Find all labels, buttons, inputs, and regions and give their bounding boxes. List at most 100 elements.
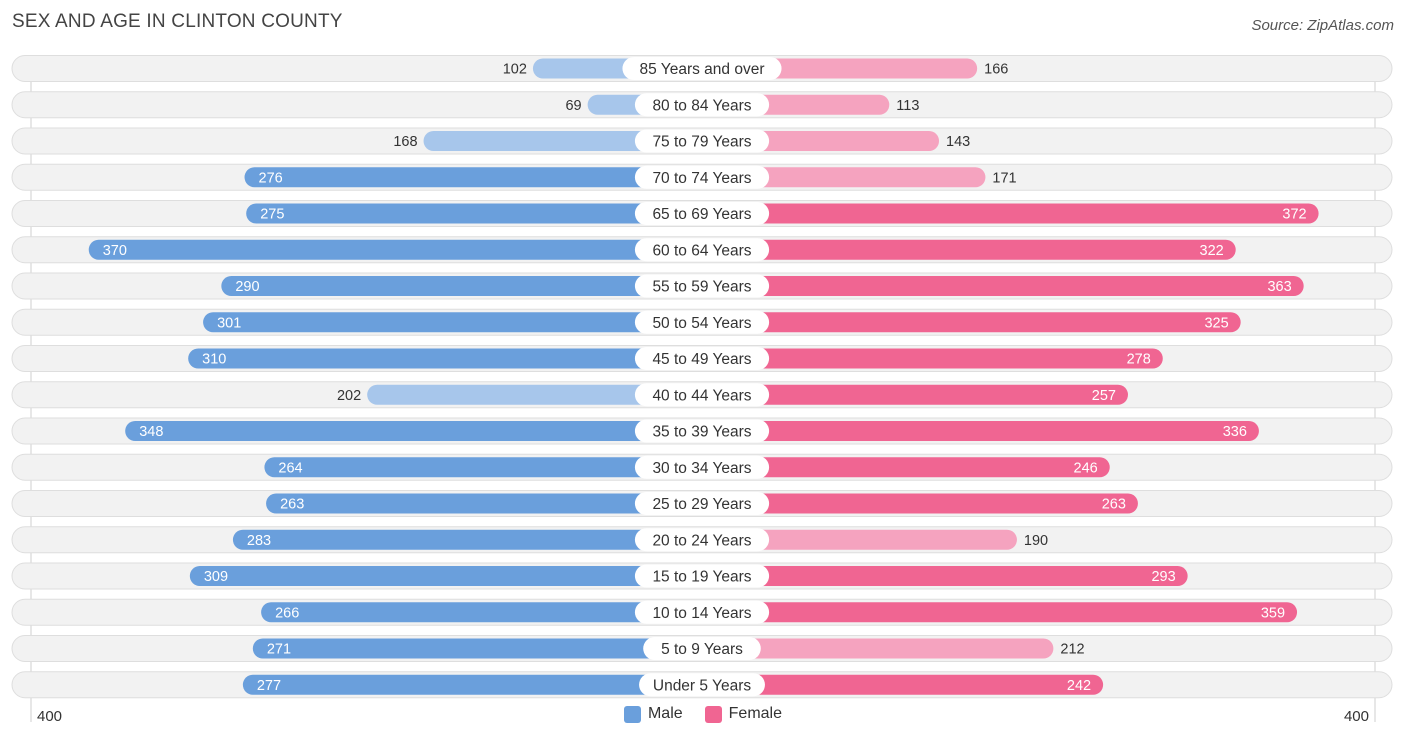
female-value-label: 372 [1282,207,1306,223]
female-value-label: 336 [1223,424,1247,440]
age-row: 271 212 5 to 9 Years [11,635,1393,662]
male-value-label: 283 [247,533,271,549]
female-value-label: 363 [1267,279,1291,295]
female-bar [702,239,1236,260]
category-label: 75 to 79 Years [652,134,751,151]
category-label-pill [639,673,765,697]
category-label-pill [634,165,770,189]
female-bar [702,312,1241,333]
category-label: 85 Years and over [640,61,765,78]
category-label-pill [634,383,770,407]
category-label-pill [634,564,770,588]
female-bar [702,457,1110,478]
age-row: 310 278 45 to 49 Years [11,345,1393,372]
female-bar [702,638,1054,659]
female-bar [702,529,1017,550]
male-value-label: 266 [275,605,299,621]
female-value-label: 257 [1092,388,1116,404]
male-bar [189,566,702,586]
age-row: 348 336 35 to 39 Years [11,417,1393,445]
female-value-label: 359 [1261,605,1285,621]
category-label: 10 to 14 Years [652,605,751,622]
female-value-label: 143 [946,134,970,150]
category-label: 65 to 69 Years [652,206,751,223]
male-value-label: 370 [103,243,127,259]
age-row: 266 359 10 to 14 Years [11,598,1393,626]
female-value-label: 166 [984,62,1008,78]
male-bar [423,131,702,151]
category-label-pill [634,347,770,370]
category-label: 70 to 74 Years [652,170,751,187]
age-row: 102 166 85 Years and over [11,55,1393,82]
male-value-label: 301 [217,315,241,331]
source-label: Source: ZipAtlas.com [1251,17,1394,34]
category-label-pill [634,93,770,117]
age-row: 276 171 70 to 74 Years [11,163,1393,191]
category-label: 45 to 49 Years [652,351,751,368]
female-bar [702,421,1259,441]
female-value-label: 322 [1200,243,1224,259]
male-value-label: 290 [235,279,259,295]
axis-left-label: 400 [37,708,63,725]
legend: Male Female [0,705,1406,723]
female-value-label: 263 [1102,497,1126,513]
male-value-label: 102 [503,62,527,78]
category-label: 35 to 39 Years [652,424,751,441]
male-value-label: 69 [565,98,581,114]
female-bar [702,493,1138,514]
female-swatch-icon [704,705,722,723]
legend-female-label: Female [728,705,783,722]
category-label: 25 to 29 Years [652,496,751,513]
legend-item-male[interactable]: Male [623,705,683,723]
male-value-label: 277 [257,678,281,694]
female-bar [702,384,1128,405]
female-value-label: 171 [992,170,1016,186]
female-bar [702,276,1304,296]
female-bar [702,203,1319,224]
age-row: 277 242 Under 5 Years [11,671,1393,699]
age-row: 202 257 40 to 44 Years [11,381,1393,409]
category-label-pill [634,455,770,479]
male-value-label: 264 [278,460,302,476]
female-bar [702,602,1298,623]
male-value-label: 275 [260,207,284,223]
female-bar [702,566,1188,586]
male-bar [221,276,702,296]
female-value-label: 113 [896,98,919,114]
female-value-label: 246 [1074,460,1098,476]
male-swatch-icon [623,705,641,723]
category-label: 50 to 54 Years [652,315,751,332]
female-value-label: 242 [1067,678,1091,694]
male-value-label: 271 [267,642,291,658]
category-label: 30 to 34 Years [652,460,751,477]
legend-item-female[interactable]: Female [704,705,783,723]
category-label-pill [634,238,770,262]
female-value-label: 278 [1127,352,1151,368]
category-label-pill [634,310,770,334]
age-row: 168 143 75 to 79 Years [11,127,1393,155]
male-value-label: 276 [259,170,283,186]
male-bar [266,493,702,514]
category-label-pill [643,637,761,660]
male-bar [203,312,702,333]
category-label: 60 to 64 Years [652,242,751,259]
category-label-pill [634,274,770,298]
male-bar [232,529,703,550]
male-bar [261,602,702,623]
legend-male-label: Male [647,705,683,722]
chart-title: SEX AND AGE IN CLINTON COUNTY [12,11,343,32]
age-row: 263 263 25 to 29 Years [11,490,1393,517]
axis-right-label: 400 [1343,708,1369,725]
male-value-label: 310 [202,352,226,368]
category-label-pill [634,600,770,624]
male-bar [252,638,702,659]
female-value-label: 212 [1060,642,1084,658]
category-label: 15 to 19 Years [652,569,751,586]
age-row: 275 372 65 to 69 Years [11,200,1393,227]
age-row: 264 246 30 to 34 Years [11,453,1393,481]
male-bar [125,421,702,441]
male-bar [242,674,702,695]
category-label: Under 5 Years [653,677,751,694]
age-row: 283 190 20 to 24 Years [11,526,1393,554]
male-bar [264,457,702,478]
